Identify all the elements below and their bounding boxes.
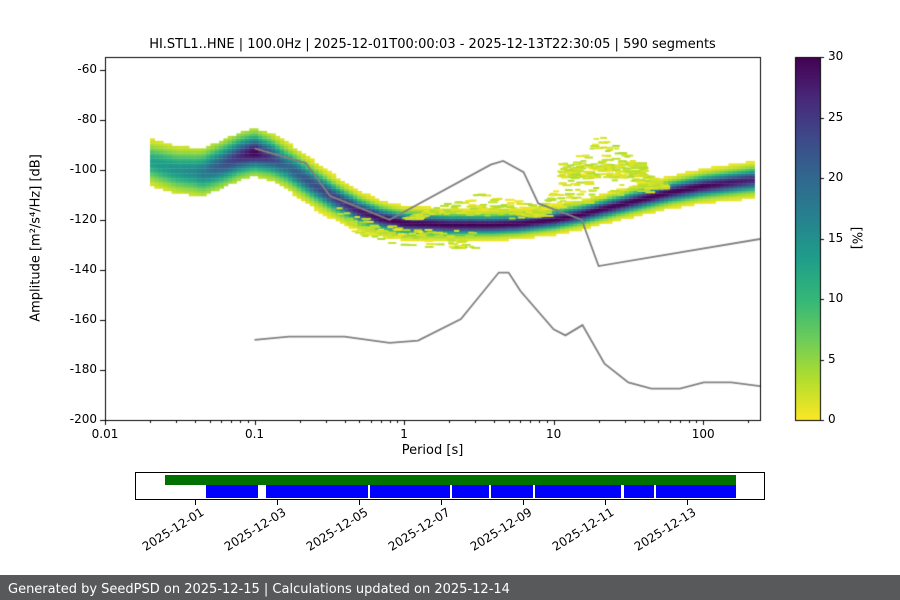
x-tick-label: 1	[400, 427, 408, 441]
ppsd-plot-canvas	[0, 0, 900, 565]
colorbar-tick-label: 5	[828, 351, 836, 366]
footer-bar: Generated by SeedPSD on 2025-12-15 | Cal…	[0, 575, 900, 600]
y-tick-label: -200	[69, 412, 97, 426]
timeline-green-segment	[164, 475, 736, 485]
timeline-blue-segment	[535, 485, 622, 498]
chart-title: HI.STL1..HNE | 100.0Hz | 2025-12-01T00:0…	[149, 37, 716, 52]
timeline-coverage-bar	[135, 472, 765, 500]
colorbar-label: [%]	[848, 226, 864, 250]
y-tick-label: -120	[69, 211, 97, 226]
y-tick-label: -140	[69, 261, 97, 276]
y-tick-label: -160	[69, 311, 97, 326]
timeline-blue-segment	[452, 485, 489, 498]
timeline-tick	[441, 500, 443, 505]
timeline-tick	[523, 500, 525, 505]
x-tick-label: 0.1	[244, 427, 265, 441]
footer-text: Generated by SeedPSD on 2025-12-15 | Cal…	[8, 582, 510, 597]
colorbar-tick-label: 20	[828, 170, 844, 184]
colorbar-tick-label: 30	[828, 49, 844, 63]
colorbar-tick-label: 0	[828, 412, 836, 426]
x-tick-label: 100	[691, 427, 715, 441]
timeline-blue-segment	[205, 485, 258, 498]
y-tick-label: -60	[77, 61, 97, 76]
y-tick-label: -100	[69, 161, 97, 176]
timeline-blue-segment	[370, 485, 450, 498]
y-tick-label: -80	[77, 111, 97, 126]
timeline-tick	[194, 500, 196, 505]
x-tick-label: 0.01	[91, 427, 119, 441]
timeline-blue-segment	[623, 485, 654, 498]
x-axis-label: Period [s]	[401, 443, 464, 458]
timeline-tick	[686, 500, 688, 505]
timeline-tick	[604, 500, 606, 505]
timeline-blue-segment	[656, 485, 736, 498]
y-tick-label: -180	[69, 361, 97, 376]
colorbar-tick-label: 25	[828, 109, 844, 124]
timeline-blue-segment	[491, 485, 533, 498]
timeline-tick	[276, 500, 278, 505]
y-axis-label: Amplitude [m²/s⁴/Hz] [dB]	[28, 154, 44, 322]
timeline-tick	[358, 500, 360, 505]
colorbar-tick-label: 10	[828, 291, 844, 305]
x-tick-label: 10	[545, 427, 562, 441]
timeline-blue-segment	[265, 485, 368, 498]
colorbar-tick-label: 15	[828, 230, 844, 245]
